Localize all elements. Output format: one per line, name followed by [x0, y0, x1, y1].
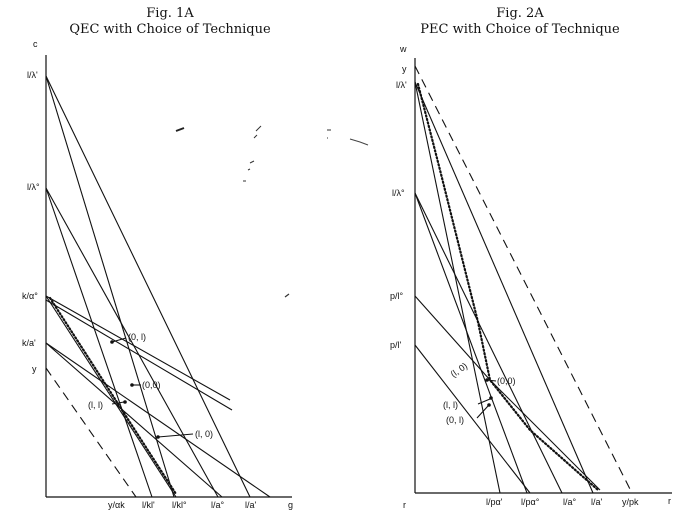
- fig2-line-lambda0-b: [414, 192, 528, 494]
- speck: [253, 125, 262, 139]
- fig1-line-kalpha1-a: [45, 342, 271, 498]
- fig2-title-line1: Fig. 2A: [496, 6, 544, 21]
- fig2-line-pl1: [414, 344, 531, 494]
- fig1-line-kalpha0-a: [45, 295, 231, 401]
- fig1-ylabel-l-lambda0: l/λ°: [27, 182, 40, 192]
- fig2-ylabel-l-lambda0: l/λ°: [392, 188, 405, 198]
- fig1-point-11-label: (l, l): [88, 400, 103, 410]
- fig2-dotted-frontier: [416, 82, 600, 492]
- fig1-point-10-label: (l, 0): [195, 429, 213, 439]
- fig2-line-lambda1-a: [414, 81, 594, 494]
- fig1-title-line2: QEC with Choice of Technique: [69, 22, 271, 37]
- fig1-line-kalpha0-b: [45, 299, 233, 411]
- fig2-diagram: Fig. 2A PEC with Choice of Technique w r…: [390, 6, 672, 510]
- fig1-line-lambda0-shallow: [45, 187, 219, 498]
- scan-noise: [175, 125, 369, 298]
- fig2-title-line2: PEC with Choice of Technique: [420, 22, 620, 37]
- fig1-y-axis-label: c: [33, 39, 38, 49]
- fig2-point-11-marker: [489, 396, 493, 400]
- speck: [247, 160, 255, 171]
- fig2-line-lambda0-a: [414, 192, 563, 494]
- fig1-point-11-marker: [123, 400, 127, 404]
- fig1-ylabel-y: y: [32, 364, 37, 374]
- fig2-leader-11: [477, 398, 491, 405]
- fig1-title-line1: Fig. 1A: [146, 6, 194, 21]
- fig1-line-kalpha1-b: [45, 342, 223, 498]
- fig2-x-axis-label: r: [668, 496, 671, 506]
- fig1-leader-10: [157, 433, 194, 438]
- fig2-point-00-label: (0,0): [497, 376, 516, 386]
- fig2-ylabel-p-l0: p/l°: [390, 291, 404, 301]
- fig2-xlabel-l-pa1: l/pα': [486, 497, 503, 507]
- fig1-line-lambda0-steep: [45, 187, 153, 498]
- fig1-dotted-frontier: [48, 296, 178, 496]
- fig2-point-11-label: (l, l): [443, 400, 458, 410]
- fig1-diagram: Fig. 1A QEC with Choice of Technique c g…: [22, 6, 293, 510]
- fig1-xlabel-l-a0: l/a°: [211, 500, 225, 510]
- fig2-y-axis-label: w: [399, 44, 407, 54]
- fig1-x-axis-label: g: [288, 500, 293, 510]
- fig2-xlabel-l-pa0: l/pα°: [521, 497, 540, 507]
- fig1-ylabel-k-alpha0: k/α°: [22, 291, 38, 301]
- fig2-origin-label: r: [403, 500, 406, 510]
- fig1-point-01-label: (0, l): [128, 332, 146, 342]
- fig2-xlabel-y-pk: y/pk: [622, 497, 639, 507]
- fig2-point-01-label: (0, l): [446, 415, 464, 425]
- fig1-xlabel-l-kl0: l/kl°: [172, 500, 187, 510]
- fig2-line-pl0: [414, 295, 491, 381]
- speck: [284, 293, 290, 298]
- fig2-line-lower-right: [489, 379, 601, 491]
- fig1-xlabel-l-a1: l/a': [245, 500, 257, 510]
- fig2-xlabel-l-a1: l/a': [591, 497, 603, 507]
- speck: [327, 129, 331, 139]
- fig1-line-lambda1-shallow: [45, 75, 251, 498]
- speck: [175, 127, 185, 132]
- fig1-xlabel-l-kl1: l/kl': [142, 500, 155, 510]
- fig1-line-kalpha0-c: [45, 295, 177, 498]
- fig2-ylabel-y: y: [402, 64, 407, 74]
- fig2-point-01-marker: [487, 403, 491, 407]
- fig2-xlabel-l-a0: l/a°: [563, 497, 577, 507]
- fig2-point-10-label: (l, 0): [449, 361, 469, 380]
- fig2-leader-01: [476, 405, 489, 419]
- fig1-point-00-label: (0,0): [142, 380, 161, 390]
- fig1-line-y-dashed: [45, 367, 137, 498]
- fig1-ylabel-k-alpha1: k/a': [22, 338, 36, 348]
- fig1-leader-01: [111, 337, 127, 343]
- fig1-line-lambda1-steep: [45, 75, 175, 498]
- fig2-ylabel-l-lambda1: l/λ': [396, 80, 407, 90]
- fig2-line-y-dashed: [414, 65, 633, 494]
- fig2-leader-00: [486, 379, 497, 382]
- speck: [349, 138, 369, 146]
- fig2-ylabel-p-l1: p/l': [390, 340, 402, 350]
- fig1-ylabel-l-lambda1: l/λ': [27, 70, 38, 80]
- fig1-xlabel-v-ak: y/αk: [108, 500, 125, 510]
- fig2-line-lambda1-b: [414, 81, 501, 494]
- fig1-leader-11: [111, 401, 125, 405]
